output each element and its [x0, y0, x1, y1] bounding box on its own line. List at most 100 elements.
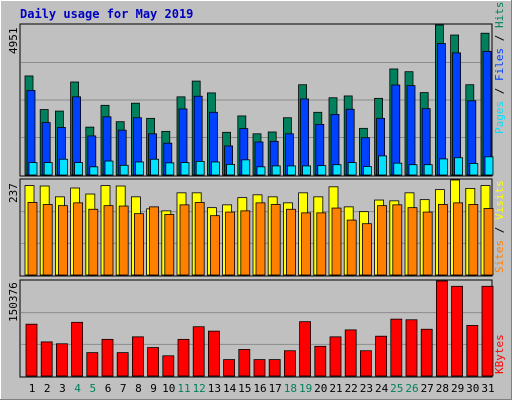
bar-sites: [179, 204, 190, 276]
x-tick-label: 5: [89, 382, 96, 395]
bar-sites: [483, 208, 494, 276]
bar-kbytes: [147, 347, 160, 377]
x-tick-label: 22: [345, 382, 358, 395]
bar-pages: [74, 162, 83, 176]
x-tick-label: 28: [436, 382, 449, 395]
x-tick-label: 16: [253, 382, 266, 395]
bar-sites: [361, 223, 372, 276]
bar-pages: [423, 164, 433, 176]
legend-sep-2: /: [493, 28, 506, 48]
bar-kbytes: [283, 350, 296, 377]
bar-sites: [346, 219, 357, 276]
bar-sites: [27, 202, 38, 276]
x-tick-label: 20: [314, 382, 327, 395]
bar-pages: [332, 164, 342, 176]
bar-sites: [407, 207, 418, 276]
x-tick-label: 7: [120, 382, 127, 395]
bar-pages: [226, 163, 236, 176]
bar-kbytes: [40, 341, 53, 377]
bar-pages: [256, 166, 266, 176]
x-tick-label: 18: [284, 382, 297, 395]
bar-pages: [89, 166, 99, 176]
bar-kbytes: [359, 350, 372, 377]
bar-kbytes: [56, 343, 68, 377]
bar-kbytes: [466, 325, 479, 377]
x-tick-label: 17: [269, 382, 282, 395]
x-tick-label: 12: [193, 382, 206, 395]
bar-kbytes: [344, 329, 357, 377]
bar-pages: [393, 162, 403, 176]
bar-pages: [43, 162, 53, 176]
bar-sites: [255, 202, 266, 276]
bar-kbytes: [329, 336, 342, 377]
bar-pages: [28, 162, 38, 176]
bar-pages: [438, 158, 448, 176]
legend-sep-3: /: [493, 220, 506, 240]
bar-kbytes: [86, 352, 99, 377]
bar-pages: [59, 158, 68, 176]
bar-sites: [270, 204, 281, 276]
bar-sites: [377, 205, 388, 276]
bar-kbytes: [405, 319, 418, 377]
bar-kbytes: [435, 280, 448, 377]
bar-pages: [134, 161, 144, 176]
x-tick-label: 9: [150, 382, 157, 395]
legend-hits: Hits: [493, 2, 506, 29]
bar-pages: [119, 164, 129, 176]
bar-pages: [484, 156, 494, 176]
bar-sites: [88, 208, 99, 276]
bar-pages: [180, 162, 190, 176]
bar-files: [452, 52, 462, 176]
x-axis-labels: 1 2 3 4 5 6 7 8 9 10 11 12 13 14 15 16 17 18 19 20 21 22 23 24 2…: [29, 382, 495, 395]
bar-pages: [362, 166, 372, 176]
bar-pages: [165, 162, 175, 176]
legend-visits: Visits: [493, 180, 506, 220]
x-tick-label: 21: [329, 382, 342, 395]
x-tick-label: 25: [390, 382, 403, 395]
x-tick-label: 27: [421, 382, 434, 395]
x-tick-label: 24: [375, 382, 389, 395]
bar-sites: [209, 215, 220, 276]
bar-sites: [133, 213, 144, 276]
bar-pages: [302, 165, 312, 176]
bar-sites: [240, 210, 251, 276]
bar-sites: [422, 211, 433, 276]
bar-kbytes: [253, 359, 266, 377]
x-tick-label: 23: [360, 382, 373, 395]
legend-hits-files-pages: Pages / Files / Hits: [493, 2, 506, 135]
x-tick-label: 3: [59, 382, 66, 395]
bar-pages: [286, 165, 296, 176]
bar-sites: [301, 212, 312, 276]
bar-kbytes: [314, 345, 327, 377]
bar-sites: [331, 207, 342, 276]
legend-kbytes: KBytes: [493, 334, 506, 374]
legend-sites: Sites: [493, 240, 506, 273]
bar-kbytes: [177, 338, 190, 377]
bar-kbytes: [268, 359, 281, 377]
bar-sites: [42, 204, 53, 276]
x-tick-label: 8: [135, 382, 142, 395]
bar-kbytes: [192, 326, 205, 377]
bar-sites: [118, 205, 129, 276]
bar-kbytes: [375, 335, 388, 377]
bar-sites: [194, 202, 205, 276]
bar-files: [391, 84, 401, 176]
y-max-label-hits: 4951: [7, 28, 20, 55]
bar-pages: [454, 157, 464, 176]
bar-kbytes: [390, 318, 403, 377]
x-tick-label: 13: [208, 382, 221, 395]
bar-pages: [150, 158, 160, 176]
bar-pages: [469, 163, 479, 176]
bar-pages: [317, 165, 327, 176]
bar-files: [300, 98, 310, 176]
legend-kbytes-label: KBytes: [493, 334, 506, 374]
bar-sites: [149, 206, 160, 276]
x-tick-label: 1: [29, 382, 36, 395]
bar-sites: [437, 204, 448, 276]
legend-files: Files: [493, 48, 506, 81]
y-max-label-kbytes: 150376: [7, 282, 20, 322]
x-tick-label: 2: [44, 382, 51, 395]
bar-pages: [104, 160, 114, 176]
bar-sites: [164, 214, 175, 276]
